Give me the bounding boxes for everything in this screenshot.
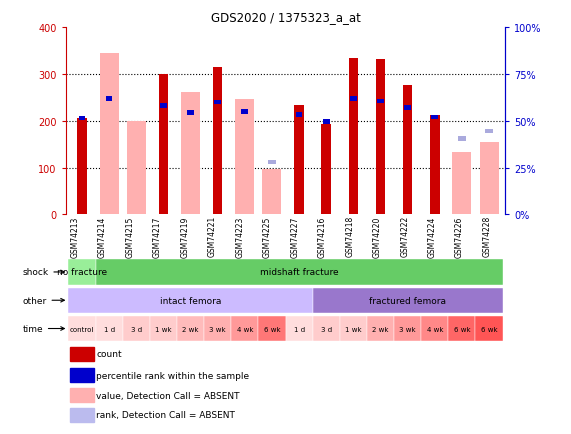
Bar [480,142,498,215]
Bar [268,160,276,165]
Bar [294,106,304,215]
Bar [127,122,146,215]
Text: 1 wk: 1 wk [345,326,361,332]
Text: GSM74214: GSM74214 [98,216,107,257]
Text: control: control [70,326,94,332]
Text: intact femora: intact femora [160,296,221,305]
Text: 1 wk: 1 wk [155,326,172,332]
Text: 6 wk: 6 wk [264,326,280,332]
Bar [394,316,421,342]
Bar [70,347,94,361]
Bar [177,316,204,342]
Text: GSM74213: GSM74213 [70,216,79,257]
Bar [70,368,94,382]
Text: value, Detection Call = ABSENT: value, Detection Call = ABSENT [96,391,240,400]
Bar [404,106,411,111]
Bar [99,54,119,215]
Text: 4 wk: 4 wk [427,326,443,332]
Bar [403,85,412,215]
Text: GSM74224: GSM74224 [428,216,437,257]
Text: 1 d: 1 d [103,326,115,332]
Bar [313,316,340,342]
Bar [376,59,385,215]
Bar [231,316,258,342]
Bar [150,316,177,342]
Bar [377,99,384,104]
Bar [187,111,194,115]
Bar [367,316,394,342]
Bar [69,260,95,285]
Bar [242,110,248,115]
Text: GSM74227: GSM74227 [290,216,299,257]
Bar [296,113,303,118]
Text: fractured femora: fractured femora [369,296,446,305]
Bar [235,99,254,215]
Bar [263,170,282,215]
Text: GSM74220: GSM74220 [373,216,381,257]
Bar [476,316,502,342]
Bar [485,129,493,134]
Bar [457,137,467,141]
Text: 6 wk: 6 wk [481,326,497,332]
Text: 3 d: 3 d [131,326,142,332]
Bar [321,125,331,215]
Text: GSM74221: GSM74221 [208,216,217,257]
Text: shock: shock [22,268,65,277]
Text: 2 wk: 2 wk [372,326,389,332]
Bar [213,68,222,215]
Text: 2 wk: 2 wk [182,326,199,332]
Bar [70,408,94,422]
Text: rank, Detection Call = ABSENT: rank, Detection Call = ABSENT [96,411,235,420]
Text: percentile rank within the sample: percentile rank within the sample [96,371,250,380]
Text: midshaft fracture: midshaft fracture [260,268,339,277]
Text: GSM74218: GSM74218 [345,216,354,257]
Bar [181,92,200,215]
Text: count: count [96,349,122,358]
Text: GSM74222: GSM74222 [400,216,409,257]
Bar [95,316,123,342]
Text: GSM74215: GSM74215 [126,216,134,257]
Text: GSM74225: GSM74225 [263,216,272,257]
Bar [70,388,94,402]
Bar [204,316,231,342]
Bar [452,153,472,215]
Text: 6 wk: 6 wk [453,326,471,332]
Text: GSM74219: GSM74219 [180,216,190,257]
Bar [258,316,286,342]
Bar [123,316,150,342]
Bar [286,316,313,342]
Text: GSM74217: GSM74217 [153,216,162,257]
Text: no fracture: no fracture [57,268,107,277]
Bar [340,316,367,342]
Text: 4 wk: 4 wk [236,326,253,332]
Bar [448,316,476,342]
Bar [350,97,357,102]
Text: GSM74223: GSM74223 [235,216,244,257]
Bar [323,120,329,125]
Bar [79,116,85,121]
Bar [77,119,87,215]
Bar [313,288,502,313]
Text: time: time [22,324,65,333]
Bar [431,115,438,120]
Bar [69,288,313,313]
Text: 3 d: 3 d [321,326,332,332]
Text: other: other [22,296,65,305]
Text: GSM74228: GSM74228 [482,216,492,257]
Bar [159,75,168,215]
Text: GDS2020 / 1375323_a_at: GDS2020 / 1375323_a_at [211,11,360,24]
Text: GSM74226: GSM74226 [455,216,464,257]
Bar [69,316,95,342]
Text: 3 wk: 3 wk [399,326,416,332]
Bar [160,104,167,109]
Bar [349,59,358,215]
Bar [214,101,221,105]
Bar [106,97,112,102]
Text: GSM74216: GSM74216 [317,216,327,257]
Text: 3 wk: 3 wk [210,326,226,332]
Text: 1 d: 1 d [293,326,305,332]
Bar [421,316,448,342]
Bar [430,115,440,215]
